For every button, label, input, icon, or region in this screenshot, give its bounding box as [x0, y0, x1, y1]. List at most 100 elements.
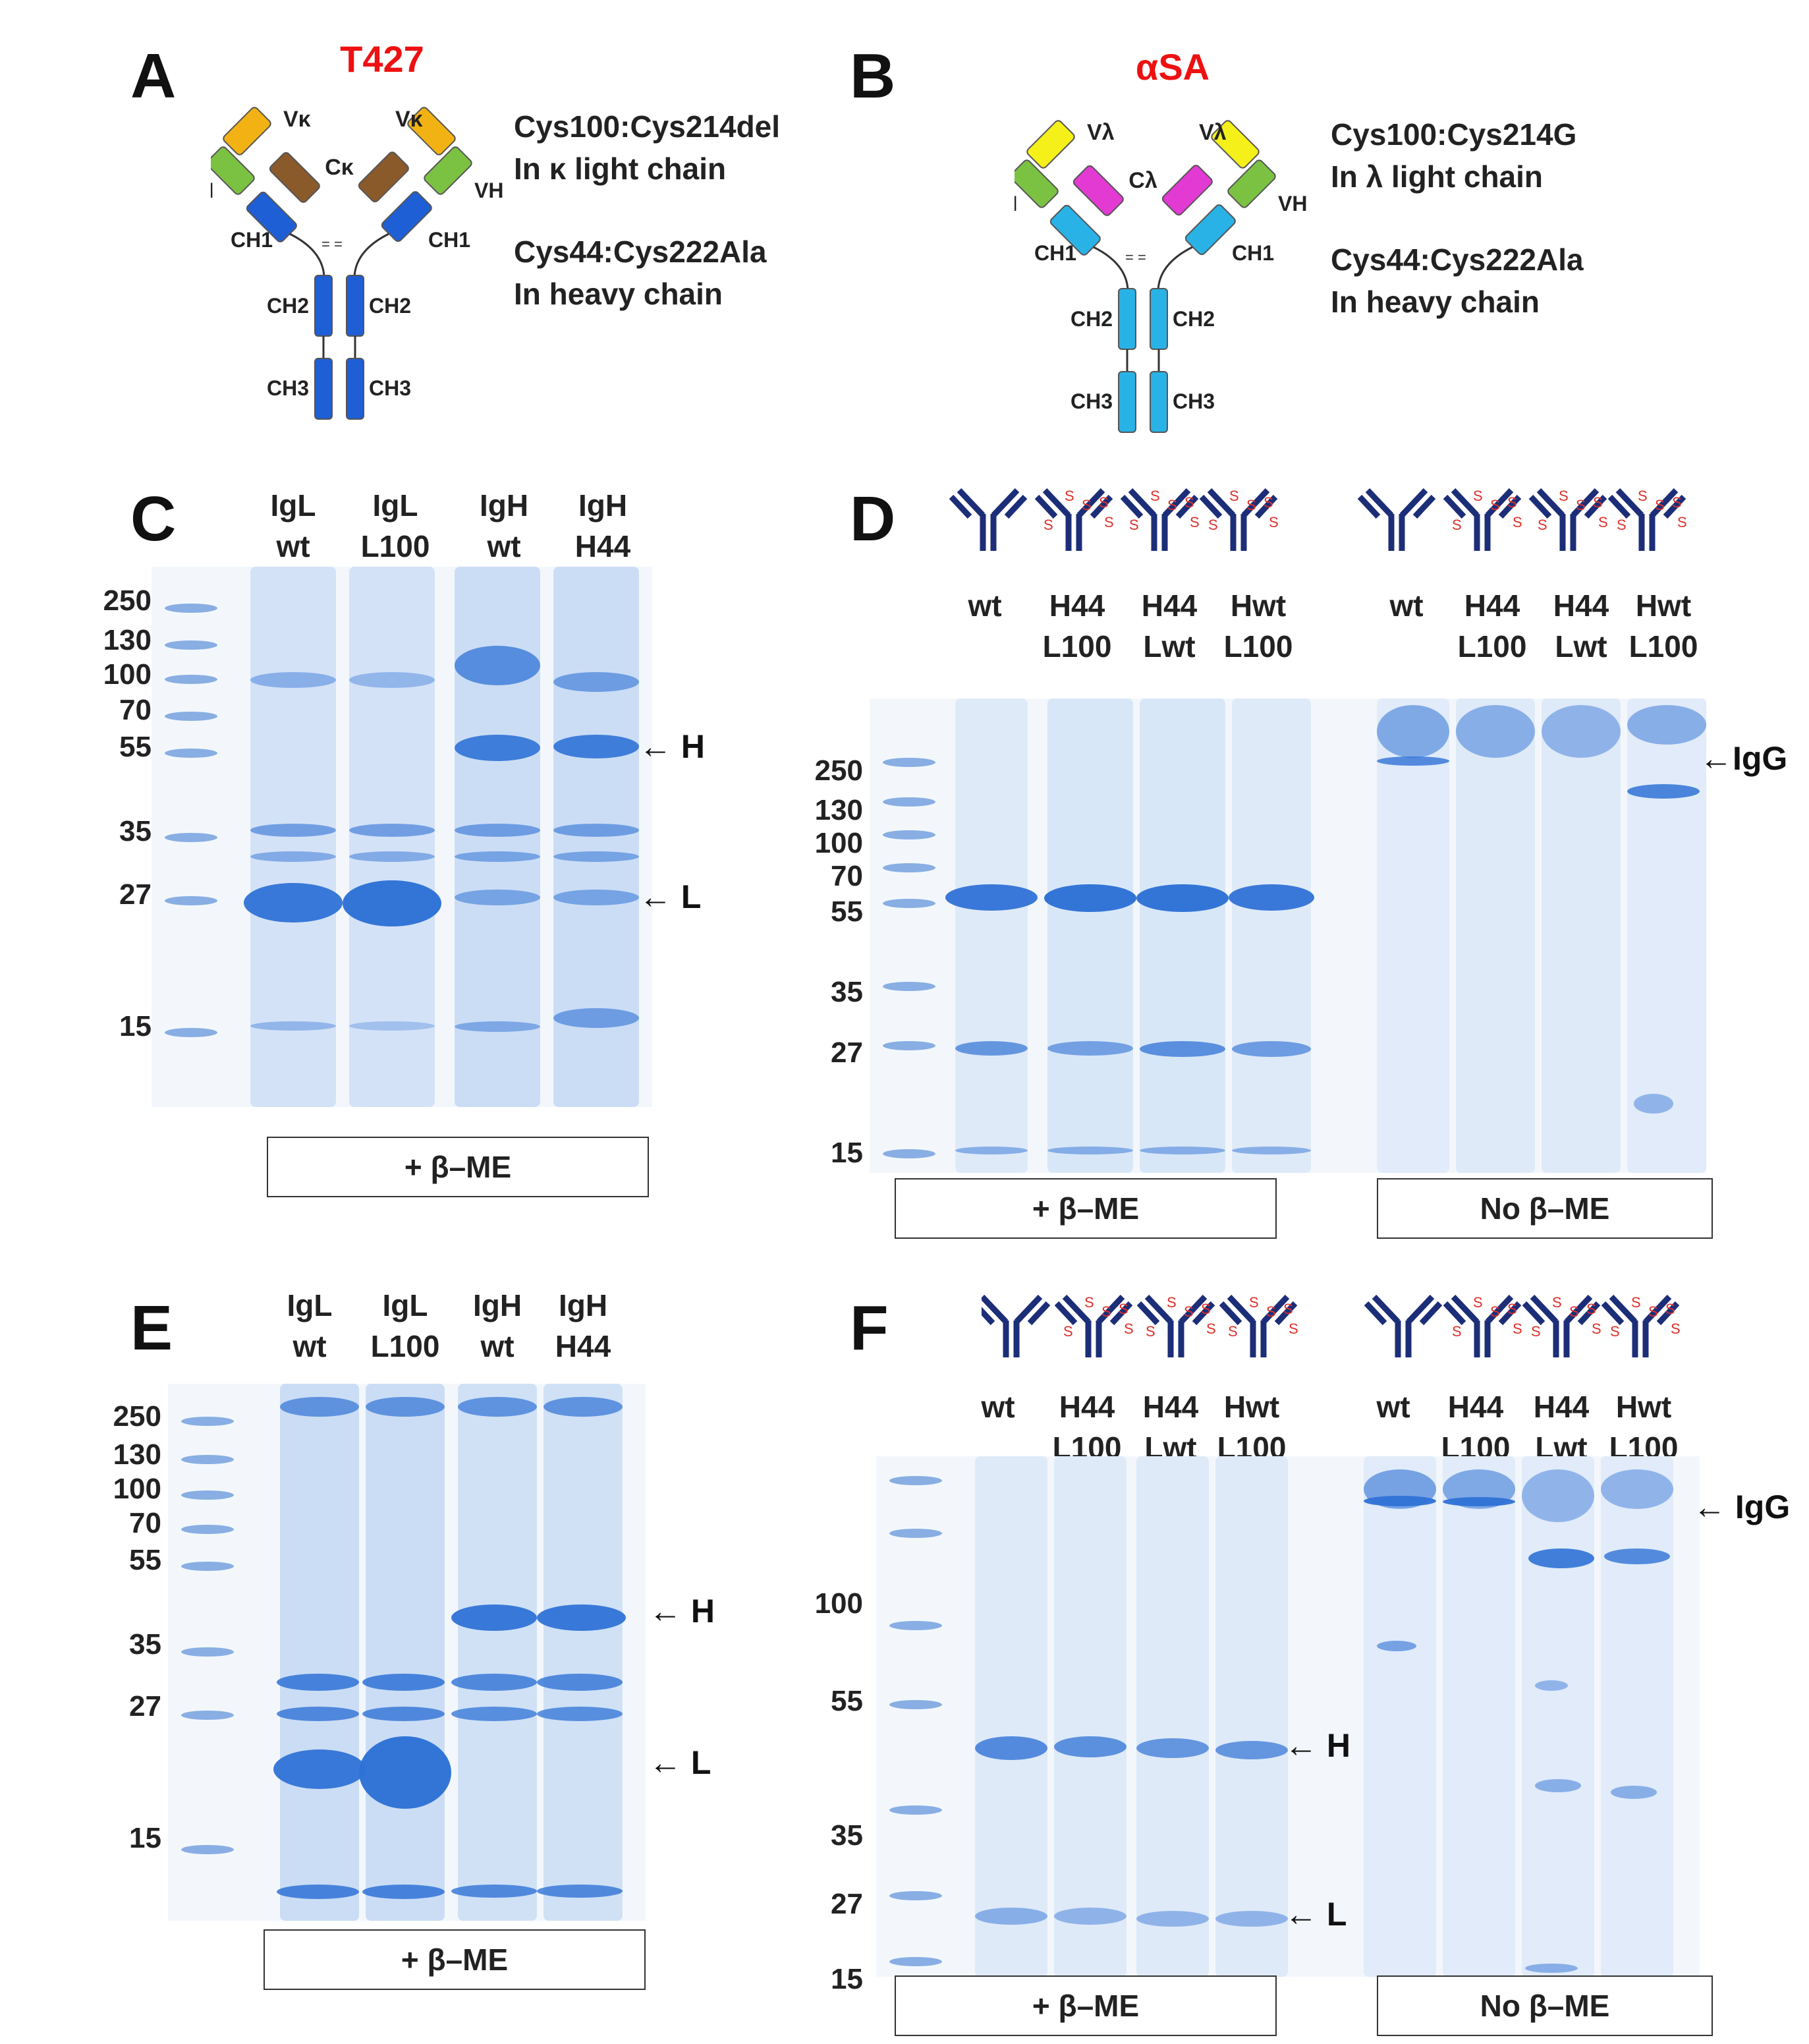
ladder-band	[883, 1149, 935, 1158]
label-vk-left: Vκ	[283, 107, 311, 132]
label-ch2-right: CH2	[369, 294, 411, 318]
gel-band	[955, 1041, 1028, 1056]
disulfide-mark: S	[1167, 1294, 1177, 1311]
ladder-band	[889, 1957, 942, 1966]
marker-label: 35	[831, 976, 863, 1008]
svg-text:= =: = =	[1125, 249, 1146, 266]
disulfide-mark: S	[1552, 1294, 1562, 1311]
gel-band	[1054, 1908, 1127, 1925]
condition-box-f-right: No β–ME	[1377, 1975, 1713, 2036]
antibody-icon	[949, 488, 1028, 551]
gel-band	[1364, 1496, 1436, 1506]
marker-label: 130	[814, 794, 863, 826]
disulfide-mark: S	[1610, 1323, 1620, 1340]
marker-label: 55	[831, 1685, 863, 1717]
disulfide-mark: S	[1665, 1301, 1675, 1317]
gel-band	[1627, 705, 1706, 745]
gel-band	[537, 1604, 626, 1631]
disulfide-mark: S	[1082, 497, 1092, 513]
panel-a-note2-line2: In heavy chain	[514, 277, 723, 311]
ladder-band	[165, 604, 217, 613]
marker-label: 100	[814, 827, 863, 859]
lambda-variable-domain-right	[1211, 120, 1260, 169]
label-cl: Cλ	[1128, 168, 1157, 193]
antibody-icon	[1357, 488, 1436, 551]
gel-lane-smear	[1443, 1456, 1515, 1977]
gel-band	[553, 890, 639, 905]
gel-band	[1542, 705, 1621, 758]
disulfide-mark: S	[1104, 514, 1114, 530]
antibody-diagram-b: = = Vλ Vλ Cλ VH VH CH1 CH1 CH2 CH2 CH3 C…	[1015, 120, 1307, 433]
lambda-variable-domain-left	[1026, 120, 1075, 169]
gel-band	[1136, 884, 1229, 912]
marker-label: 100	[103, 658, 152, 691]
disulfide-mark: S	[1129, 517, 1139, 533]
label-vh-right: VH	[474, 179, 503, 202]
disulfide-mark: S	[1065, 488, 1074, 504]
disulfide-mark: S	[1146, 1323, 1155, 1340]
condition-box-c: + β–ME	[267, 1137, 649, 1197]
gel-band	[1215, 1741, 1288, 1759]
ch2-domain-left	[1118, 288, 1136, 350]
label-vk-right: Vκ	[395, 107, 423, 132]
gel-image-e	[168, 1384, 646, 1921]
lane-label-f-right-1: wt	[1376, 1390, 1410, 1424]
marker-label: 130	[103, 624, 152, 656]
ch1-domain-left	[246, 191, 297, 242]
marker-label: 55	[129, 1544, 161, 1576]
label-ck: Cκ	[325, 155, 354, 180]
band-label-f-igg: ← IgG	[1693, 1489, 1791, 1525]
panel-b-note2-line1: Cys44:Cys222Ala	[1331, 242, 1584, 277]
ladder-band	[883, 830, 935, 839]
ladder-band	[165, 833, 217, 842]
gel-lane-smear	[955, 698, 1028, 1173]
gel-band	[455, 1021, 540, 1032]
ladder-band	[889, 1700, 942, 1709]
panel-b-note1-line2: In λ light chain	[1331, 159, 1544, 194]
disulfide-mark: S	[1044, 517, 1053, 533]
condition-box-d-left: + β–ME	[895, 1178, 1277, 1239]
marker-label: 55	[831, 895, 863, 928]
ladder-band	[181, 1562, 234, 1571]
gel-band	[455, 824, 540, 837]
gel-band	[451, 1604, 537, 1631]
ladder-band	[889, 1891, 942, 1900]
gel-lane-smear	[1377, 698, 1449, 1173]
lambda-constant-domain-left	[1072, 165, 1124, 216]
gel-band	[451, 1674, 537, 1691]
disulfide-mark: S	[1264, 494, 1273, 511]
lane-label-c-3: IgH wt	[479, 488, 529, 563]
marker-label: 70	[129, 1507, 161, 1539]
lane-label-e-4: IgH H44	[555, 1288, 611, 1363]
ladder-band	[165, 749, 217, 758]
ladder-band	[165, 896, 217, 905]
label-ch3-right: CH3	[369, 376, 411, 400]
label-vh-right: VH	[1278, 192, 1307, 215]
marker-label: 27	[831, 1888, 863, 1920]
gel-band	[1140, 1041, 1225, 1057]
ladder-band	[165, 675, 217, 684]
gel-band	[1443, 1497, 1515, 1506]
disulfide-mark: S	[1184, 1303, 1194, 1320]
ladder-band	[883, 758, 935, 767]
panel-a-note1-line1: Cys100:Cys214del	[514, 109, 781, 144]
marker-label: 15	[129, 1822, 161, 1854]
ch3-domain-right	[346, 358, 364, 420]
vh-domain-left	[1015, 159, 1059, 208]
gel-band	[553, 735, 639, 758]
gel-band	[362, 1674, 445, 1691]
marker-label: 70	[831, 860, 863, 892]
disulfide-mark: S	[1190, 514, 1200, 530]
band-label-f-l: ← L	[1285, 1896, 1347, 1933]
vh-domain-left	[211, 146, 255, 195]
marker-label: 27	[831, 1036, 863, 1069]
lane-label-c-1: IgL wt	[270, 488, 316, 563]
gel-band	[1456, 705, 1535, 758]
